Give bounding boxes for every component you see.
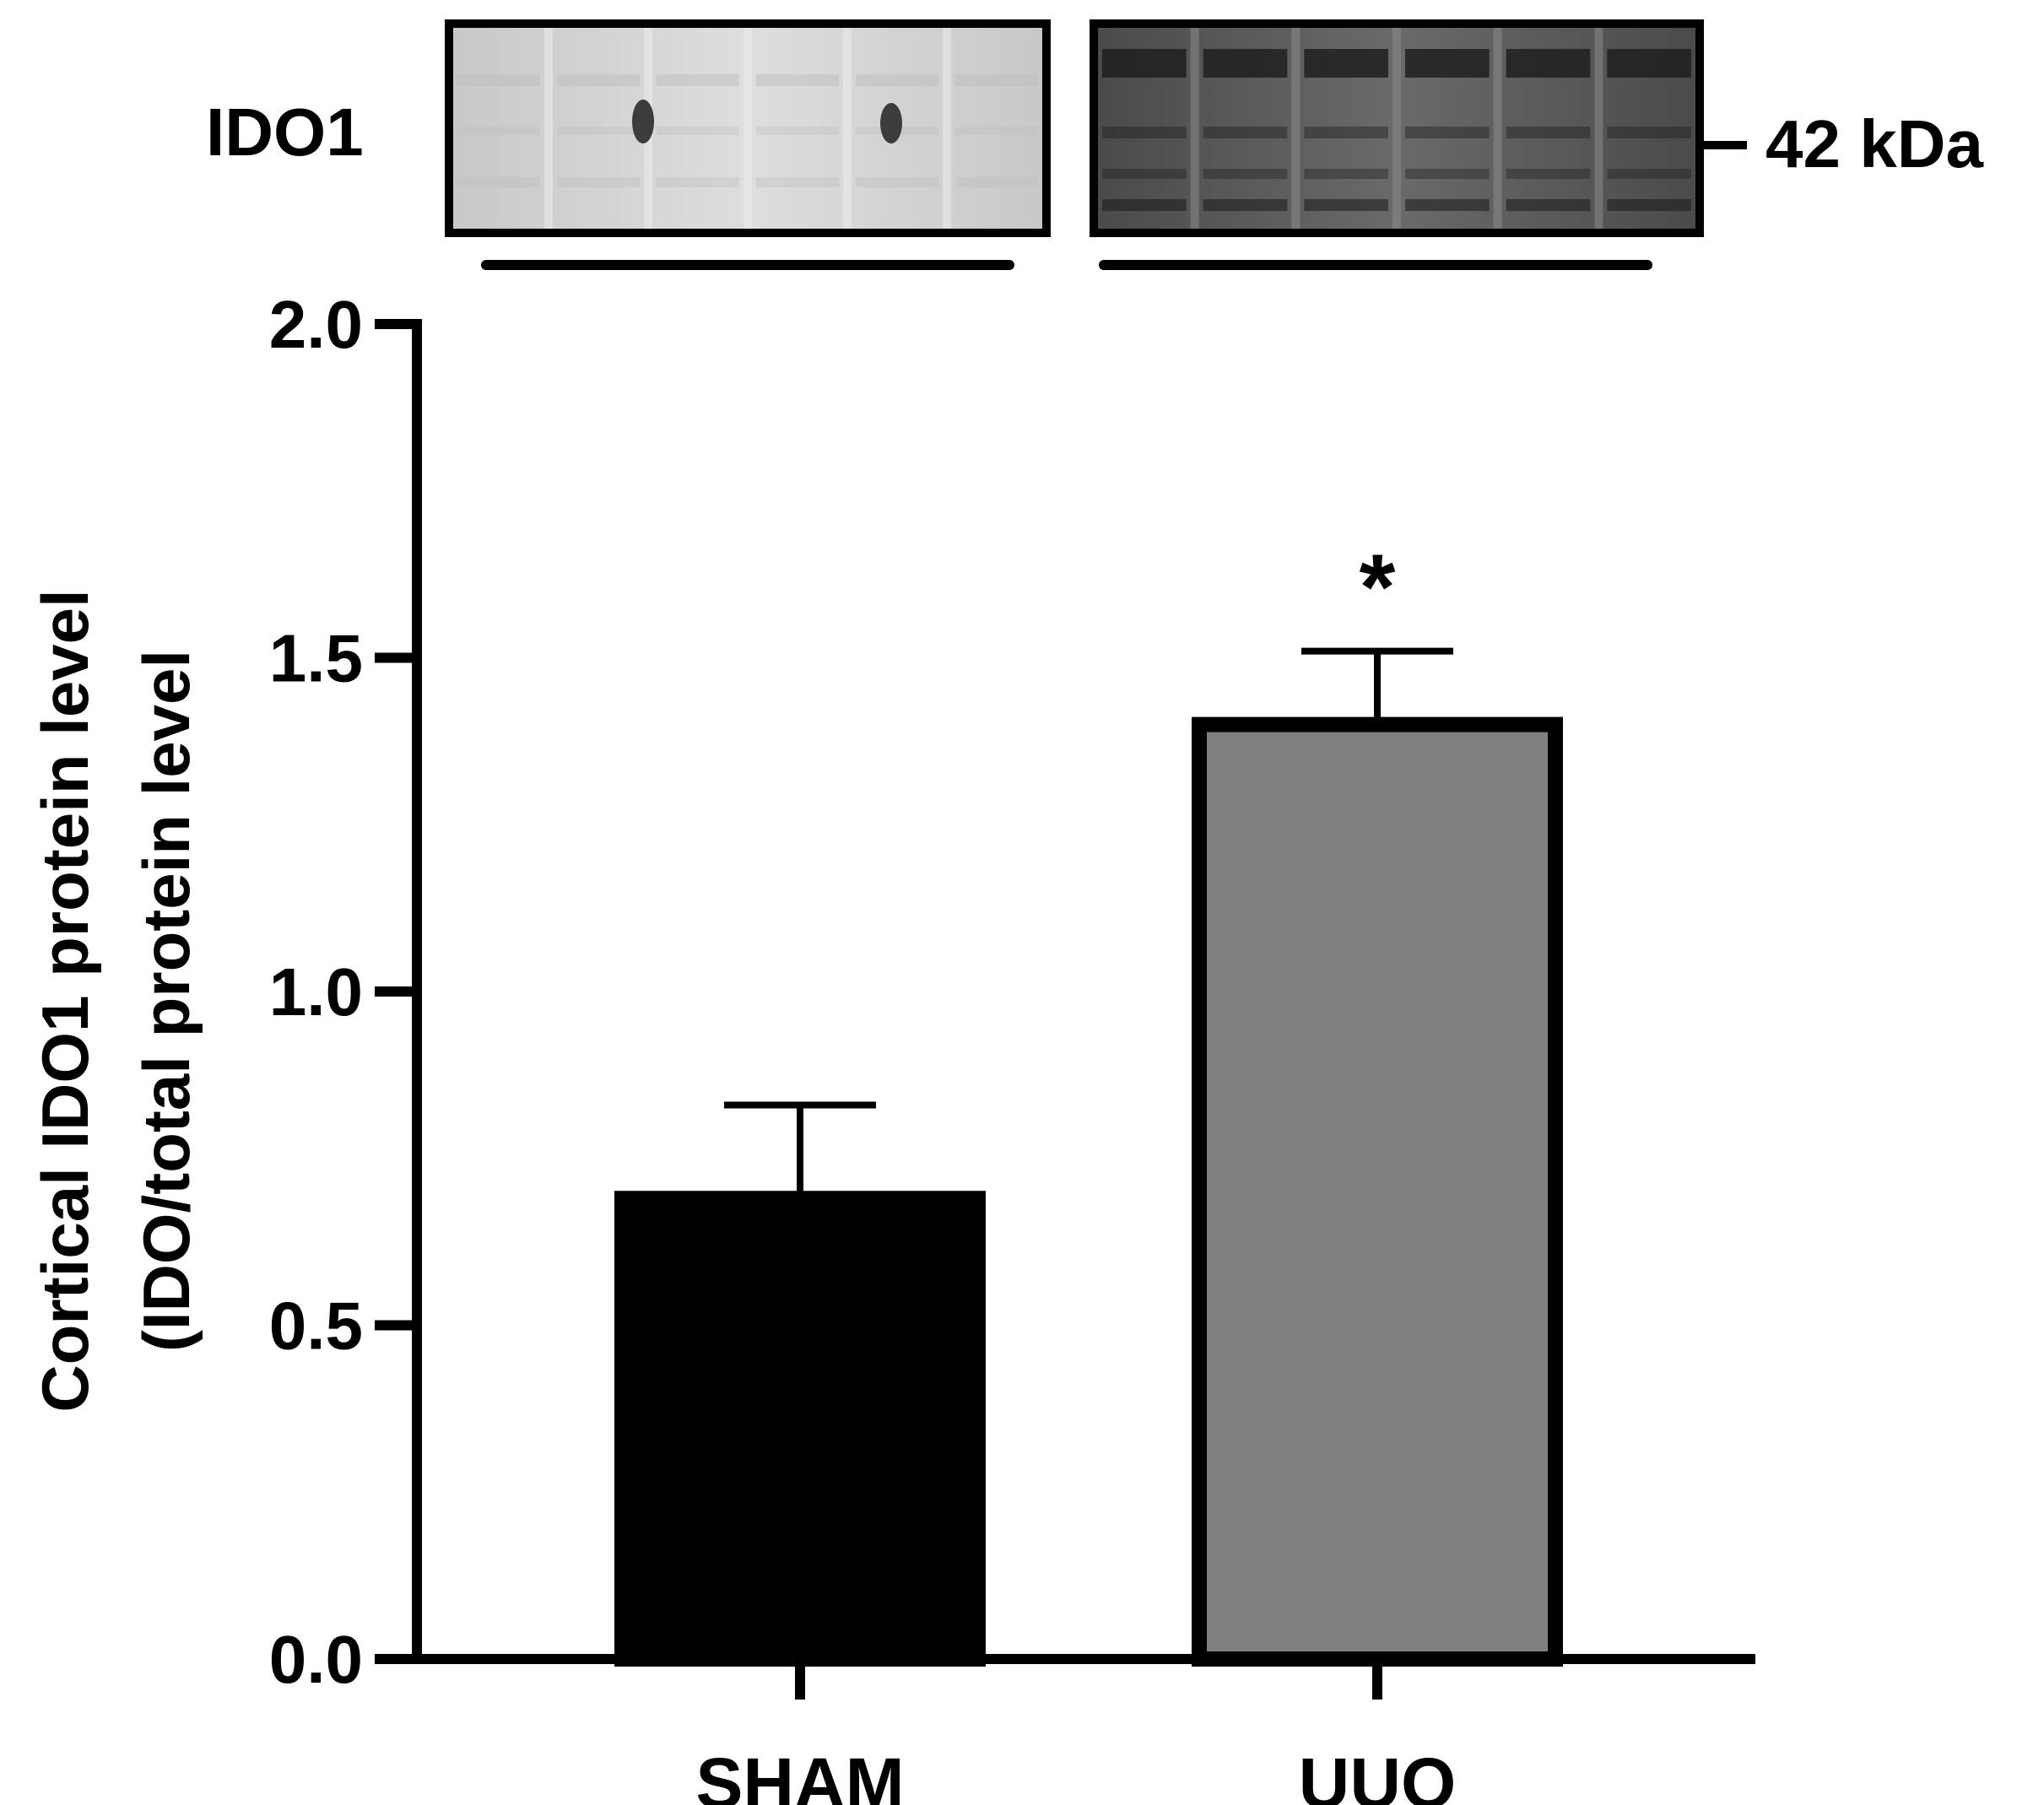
- blot-band: [756, 177, 839, 187]
- blot-band: [756, 127, 839, 135]
- bars: *: [614, 536, 1563, 1667]
- y-tick-label: 0.5: [269, 1289, 363, 1364]
- blot-band: [1203, 127, 1288, 138]
- lane-separator: [843, 24, 852, 233]
- x-tick-label: SHAM: [695, 1743, 904, 1805]
- blot-band: [457, 74, 540, 86]
- y-tick-label: 2.0: [269, 287, 363, 362]
- blot-band: [657, 177, 739, 187]
- bar-uuo: [1192, 716, 1563, 1667]
- y-axis-label-line2: (IDO/total protein level: [129, 650, 203, 1352]
- blot-band: [1304, 169, 1388, 179]
- blot-band: [1203, 169, 1288, 179]
- blot-band: [1405, 127, 1490, 138]
- blot-band: [1607, 49, 1691, 78]
- lane-separator: [943, 24, 951, 233]
- blot-band: [955, 74, 1038, 86]
- blot-panel-sham: [445, 19, 1051, 237]
- blot-lanes-uuo: [1102, 24, 1691, 233]
- significance-marker: *: [1360, 536, 1396, 640]
- x-tick-label: UUO: [1299, 1743, 1457, 1805]
- y-tick-label: 1.5: [269, 621, 363, 696]
- blot-band: [955, 177, 1038, 187]
- lane-separator: [544, 24, 553, 233]
- lane-separator: [1594, 24, 1603, 233]
- blot-band: [955, 127, 1038, 135]
- lane-separator: [1190, 24, 1199, 233]
- blot-lanes-sham: [457, 24, 1038, 233]
- blot-band: [1607, 169, 1691, 179]
- blot-protein-label: IDO1: [206, 95, 364, 170]
- blot-band: [1506, 49, 1591, 78]
- marker-label: 42 kDa: [1766, 106, 1983, 181]
- blot-band: [1102, 49, 1187, 78]
- blot-band: [557, 127, 640, 135]
- blot-band: [1506, 199, 1591, 211]
- lane-separator: [744, 24, 752, 233]
- blot-band: [1304, 199, 1388, 211]
- y-axis: 0.0 0.5 1.0 1.5 2.0: [269, 287, 422, 1697]
- blot-band: [1607, 127, 1691, 138]
- blot-band: [1304, 49, 1388, 78]
- blot-band: [1203, 199, 1288, 211]
- blot-band: [1405, 169, 1490, 179]
- blot-band: [1102, 169, 1187, 179]
- blot-band: [457, 127, 540, 135]
- blot-band: [1203, 49, 1288, 78]
- blot-band: [1506, 169, 1591, 179]
- blot-band: [856, 177, 938, 187]
- bar-chart: * 0.0 0.5 1.0 1.5 2.0 SHAM UUO Cortical IDO1 …: [28, 287, 1755, 1805]
- blot-band: [1405, 49, 1490, 78]
- x-axis: SHAM UUO: [412, 1654, 1755, 1805]
- western-blot: IDO1 42 kDa: [206, 19, 1983, 270]
- blot-band: [1102, 199, 1187, 211]
- blot-spot: [880, 103, 902, 143]
- blot-band: [1405, 199, 1490, 211]
- y-tick-label: 1.0: [269, 954, 363, 1029]
- bar-sham: [614, 1191, 986, 1667]
- lane-separator: [1291, 24, 1300, 233]
- blot-band: [1607, 199, 1691, 211]
- blot-band: [557, 74, 640, 86]
- blot-band: [1304, 127, 1388, 138]
- blot-band: [1102, 127, 1187, 138]
- y-tick-label: 0.0: [269, 1622, 363, 1697]
- blot-band: [657, 127, 739, 135]
- lane-separator: [1392, 24, 1401, 233]
- blot-band: [1506, 127, 1591, 138]
- blot-spot: [632, 100, 654, 143]
- blot-band: [557, 177, 640, 187]
- blot-panel-uuo: [1090, 19, 1704, 237]
- blot-band: [756, 74, 839, 86]
- blot-band: [856, 74, 938, 86]
- y-axis-label-line1: Cortical IDO1 protein level: [28, 589, 102, 1412]
- lane-separator: [1493, 24, 1502, 233]
- blot-band: [457, 177, 540, 187]
- blot-band: [657, 74, 739, 86]
